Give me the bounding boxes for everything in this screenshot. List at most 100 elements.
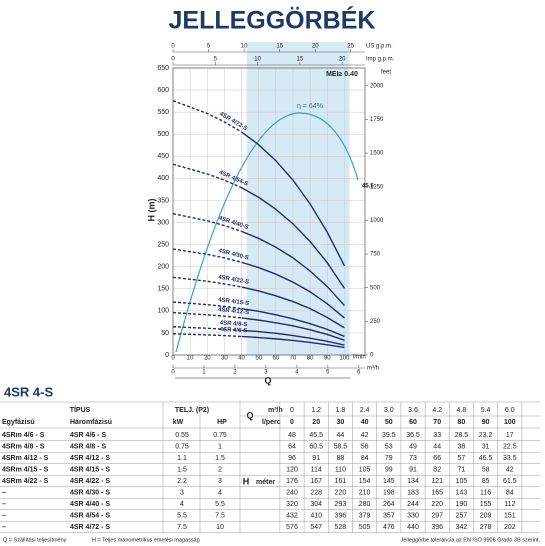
head-value: 240	[286, 489, 298, 496]
x-tick-label: 20	[204, 356, 211, 362]
head-value: 44	[337, 432, 345, 439]
table-header: kW	[173, 419, 184, 426]
top2-unit: Imp g.p.m.	[366, 57, 395, 63]
head-value: 220	[431, 501, 443, 508]
table-cell: –	[2, 501, 6, 508]
table-cell: 1	[218, 443, 222, 450]
head-value: 264	[383, 501, 395, 508]
head-value: 84	[506, 489, 514, 496]
head-value: 36.5	[406, 432, 420, 439]
x-tick-label: 60	[273, 356, 280, 362]
table-cell: 4SR 4/6 - S	[70, 432, 107, 439]
head-value: 476	[383, 524, 395, 531]
table-cell: 4SR 4/15 - S	[70, 466, 110, 473]
pump-curve	[241, 261, 345, 319]
q-lperc: 80	[458, 419, 466, 426]
table-cell: 1.5	[177, 466, 187, 473]
top-tick-label: 25	[347, 44, 354, 50]
y-tick-label: 200	[157, 264, 169, 271]
head-value: 56	[361, 443, 369, 450]
table-cell: 4	[180, 501, 184, 508]
head-value: 48	[288, 432, 296, 439]
q-m3h: 0	[290, 407, 294, 414]
x-tick-label: 0	[171, 356, 175, 362]
head-value: 528	[335, 524, 347, 531]
top-tick-label: 15	[297, 57, 304, 63]
table-cell: 1.5	[215, 455, 225, 462]
head-value: 33	[433, 432, 441, 439]
q-lperc: 40	[361, 419, 369, 426]
footer-h: H = Teljes manometrikus emelési magasság	[92, 537, 200, 543]
head-value: 210	[359, 489, 371, 496]
table-header: Háromfázisú	[70, 419, 112, 426]
x-tick-label: 90	[324, 356, 331, 362]
y-tick-label: 650	[157, 65, 169, 72]
y2-tick-label: 500	[370, 285, 381, 291]
top-tick-label: 5	[214, 57, 218, 63]
table-header: HP	[217, 419, 227, 426]
head-value: 39.5	[382, 432, 396, 439]
head-value: 244	[407, 501, 419, 508]
q-m3h: 4.2	[432, 407, 442, 414]
top-tick-label: 10	[241, 44, 248, 50]
table-cell: 4SRm 4/6 - S	[2, 432, 45, 439]
head-value: 60.5	[309, 443, 323, 450]
y-tick-label: 50	[161, 330, 169, 337]
head-value: 58	[482, 466, 490, 473]
head-value: 38	[458, 443, 466, 450]
q-lperc: 60	[409, 419, 417, 426]
table-cell: 4SR 4/72 - S	[70, 524, 110, 531]
head-value: 31	[482, 443, 490, 450]
x-tick-label: 70	[290, 356, 297, 362]
table-cell: 2.2	[177, 478, 187, 485]
x-unit: l/min	[353, 355, 366, 361]
y-tick-label: 150	[157, 286, 169, 293]
y-tick-label: 400	[157, 175, 169, 182]
top-tick-label: 20	[339, 57, 346, 63]
head-value: 42	[506, 466, 514, 473]
x2-tick-label: 1	[202, 370, 206, 376]
head-value: 145	[383, 478, 395, 485]
table-cell: 3	[180, 489, 184, 496]
table-cell: 4SR 4/40 - S	[70, 501, 110, 508]
head-value: 379	[359, 512, 371, 519]
top-tick-label: 0	[171, 57, 175, 63]
eta-peak-label: η = 64%	[297, 103, 323, 110]
x2-tick-label: 5	[326, 370, 330, 376]
q-m3h: 1.2	[311, 407, 321, 414]
grid-layer: 0501001502002503003504004505005506006500…	[157, 44, 384, 376]
head-value: 209	[480, 512, 492, 519]
head-value: 432	[286, 512, 298, 519]
table-cell: –	[2, 489, 6, 496]
q-lperc: 100	[504, 419, 516, 426]
pump-curve	[172, 248, 242, 263]
head-value: 330	[407, 512, 419, 519]
head-value: 155	[480, 501, 492, 508]
head-value: 82	[433, 466, 441, 473]
x2-tick-label: 4	[295, 370, 299, 376]
curve-label: 4SR 4/6-S	[220, 327, 248, 334]
head-value: 28.5	[455, 432, 469, 439]
curve-label: 4SR 4/72-S	[218, 111, 248, 132]
q-m3h: 2.4	[360, 407, 370, 414]
table-cell: –	[2, 512, 6, 519]
table-cell: 2	[218, 466, 222, 473]
head-value: 190	[456, 501, 468, 508]
head-value: 44	[433, 443, 441, 450]
top-tick-label: 10	[254, 57, 261, 63]
table-cell: 4SRm 4/22 - S	[2, 478, 49, 485]
head-value: 257	[456, 512, 468, 519]
head-value: 143	[456, 489, 468, 496]
y2-tick-label: 2000	[370, 83, 384, 89]
pump-curve	[172, 100, 242, 133]
head-value: 91	[409, 466, 417, 473]
head-value: 278	[480, 524, 492, 531]
head-value: 396	[335, 512, 347, 519]
y-tick-label: 100	[157, 308, 169, 315]
x2-tick-label: 2	[233, 370, 237, 376]
top-tick-label: 15	[276, 44, 283, 50]
y2-tick-label: 1000	[370, 218, 384, 224]
spec-table: TÍPUS Egyfázisú Háromfázisú TELJ. (P2) kW HP Q…	[0, 401, 540, 533]
pump-curve	[172, 311, 242, 319]
